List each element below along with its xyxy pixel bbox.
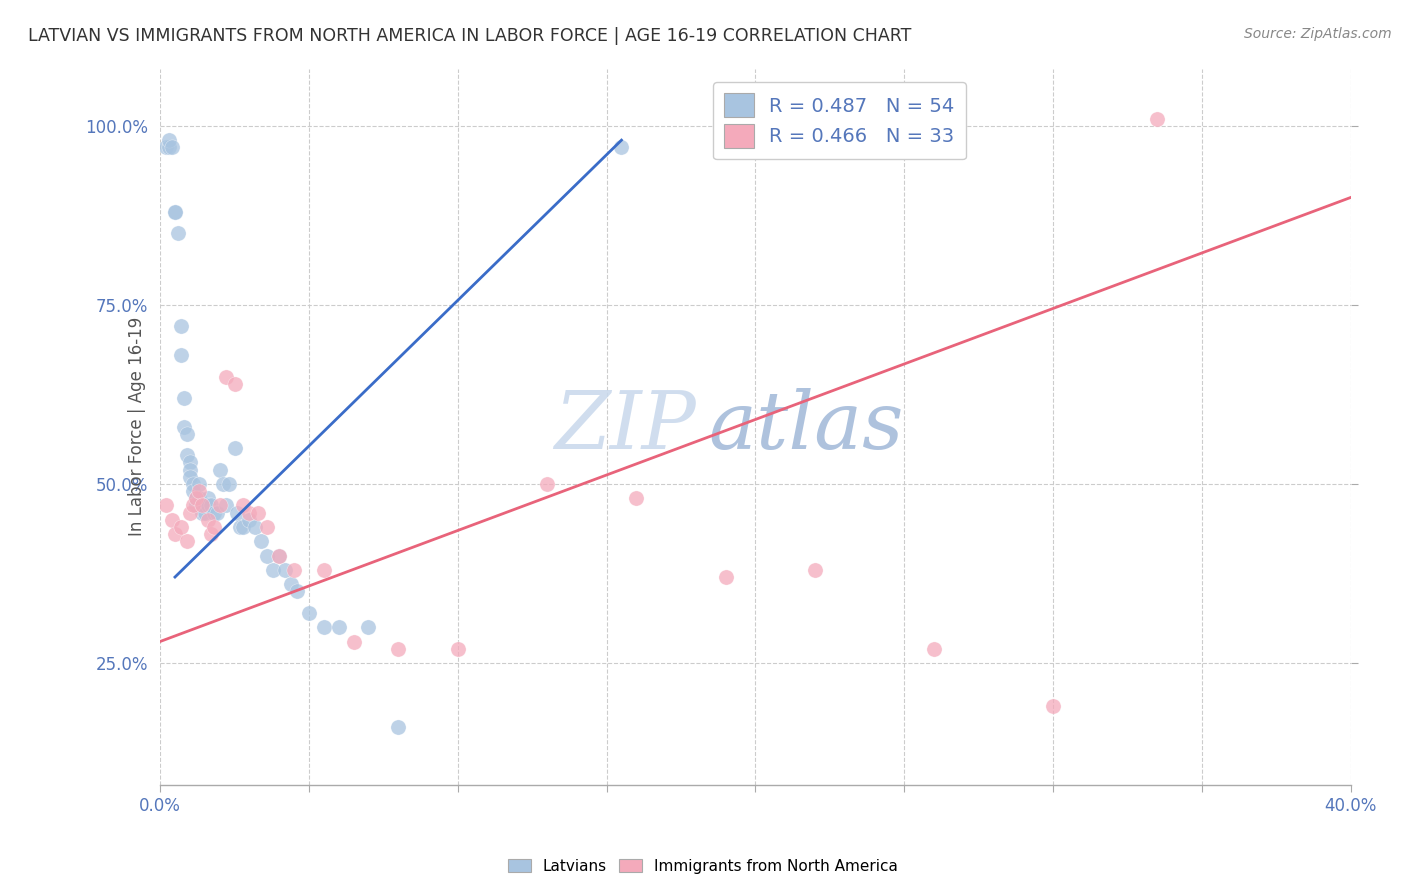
Point	[176, 534, 198, 549]
Point	[187, 491, 209, 506]
Legend: Latvians, Immigrants from North America: Latvians, Immigrants from North America	[502, 853, 904, 880]
Point	[197, 499, 219, 513]
Point	[184, 491, 207, 506]
Point	[328, 620, 350, 634]
Point	[170, 520, 193, 534]
Point	[191, 506, 214, 520]
Point	[312, 620, 335, 634]
Point	[245, 520, 267, 534]
Point	[536, 477, 558, 491]
Point	[202, 520, 225, 534]
Text: Source: ZipAtlas.com: Source: ZipAtlas.com	[1244, 27, 1392, 41]
Point	[179, 455, 201, 469]
Point	[157, 133, 180, 147]
Point	[155, 140, 177, 154]
Point	[447, 641, 470, 656]
Point	[211, 477, 233, 491]
Point	[357, 620, 380, 634]
Point	[283, 563, 305, 577]
Point	[922, 641, 945, 656]
Text: LATVIAN VS IMMIGRANTS FROM NORTH AMERICA IN LABOR FORCE | AGE 16-19 CORRELATION : LATVIAN VS IMMIGRANTS FROM NORTH AMERICA…	[28, 27, 911, 45]
Point	[312, 563, 335, 577]
Point	[179, 469, 201, 483]
Point	[184, 491, 207, 506]
Point	[298, 606, 321, 620]
Point	[179, 462, 201, 476]
Point	[187, 484, 209, 499]
Point	[202, 506, 225, 520]
Point	[205, 506, 228, 520]
Point	[250, 534, 273, 549]
Y-axis label: In Labor Force | Age 16-19: In Labor Force | Age 16-19	[128, 317, 146, 536]
Point	[218, 477, 240, 491]
Point	[163, 527, 186, 541]
Point	[157, 140, 180, 154]
Point	[170, 319, 193, 334]
Point	[804, 563, 827, 577]
Point	[191, 499, 214, 513]
Point	[194, 506, 217, 520]
Text: ZIP: ZIP	[554, 388, 696, 466]
Point	[262, 563, 284, 577]
Point	[181, 477, 204, 491]
Point	[155, 499, 177, 513]
Point	[626, 491, 648, 506]
Point	[197, 491, 219, 506]
Point	[214, 369, 236, 384]
Point	[232, 499, 254, 513]
Point	[179, 506, 201, 520]
Point	[342, 634, 364, 648]
Legend: R = 0.487   N = 54, R = 0.466   N = 33: R = 0.487 N = 54, R = 0.466 N = 33	[713, 82, 966, 160]
Point	[274, 563, 297, 577]
Point	[163, 204, 186, 219]
Point	[191, 499, 214, 513]
Point	[224, 376, 246, 391]
Point	[280, 577, 302, 591]
Point	[194, 499, 217, 513]
Point	[181, 499, 204, 513]
Point	[181, 484, 204, 499]
Point	[1042, 698, 1064, 713]
Point	[160, 513, 183, 527]
Point	[256, 520, 278, 534]
Point	[224, 441, 246, 455]
Point	[187, 477, 209, 491]
Point	[208, 462, 231, 476]
Point	[200, 499, 222, 513]
Point	[167, 226, 190, 240]
Point	[184, 499, 207, 513]
Point	[226, 506, 249, 520]
Point	[163, 204, 186, 219]
Point	[214, 499, 236, 513]
Point	[160, 140, 183, 154]
Point	[200, 527, 222, 541]
Point	[238, 513, 260, 527]
Point	[1146, 112, 1168, 126]
Point	[173, 391, 195, 405]
Point	[247, 506, 270, 520]
Point	[256, 549, 278, 563]
Point	[714, 570, 737, 584]
Point	[173, 419, 195, 434]
Point	[285, 584, 308, 599]
Point	[269, 549, 291, 563]
Point	[610, 140, 633, 154]
Point	[170, 348, 193, 362]
Point	[208, 499, 231, 513]
Point	[232, 520, 254, 534]
Text: atlas: atlas	[707, 388, 903, 466]
Point	[238, 506, 260, 520]
Point	[176, 448, 198, 462]
Point	[387, 721, 409, 735]
Point	[269, 549, 291, 563]
Point	[176, 426, 198, 441]
Point	[197, 513, 219, 527]
Point	[387, 641, 409, 656]
Point	[229, 520, 252, 534]
